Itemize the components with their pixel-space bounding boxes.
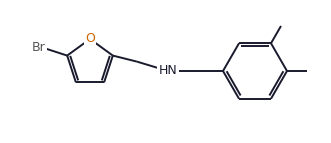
Text: Br: Br — [31, 41, 45, 54]
Text: HN: HN — [159, 64, 177, 78]
Text: O: O — [85, 32, 95, 45]
